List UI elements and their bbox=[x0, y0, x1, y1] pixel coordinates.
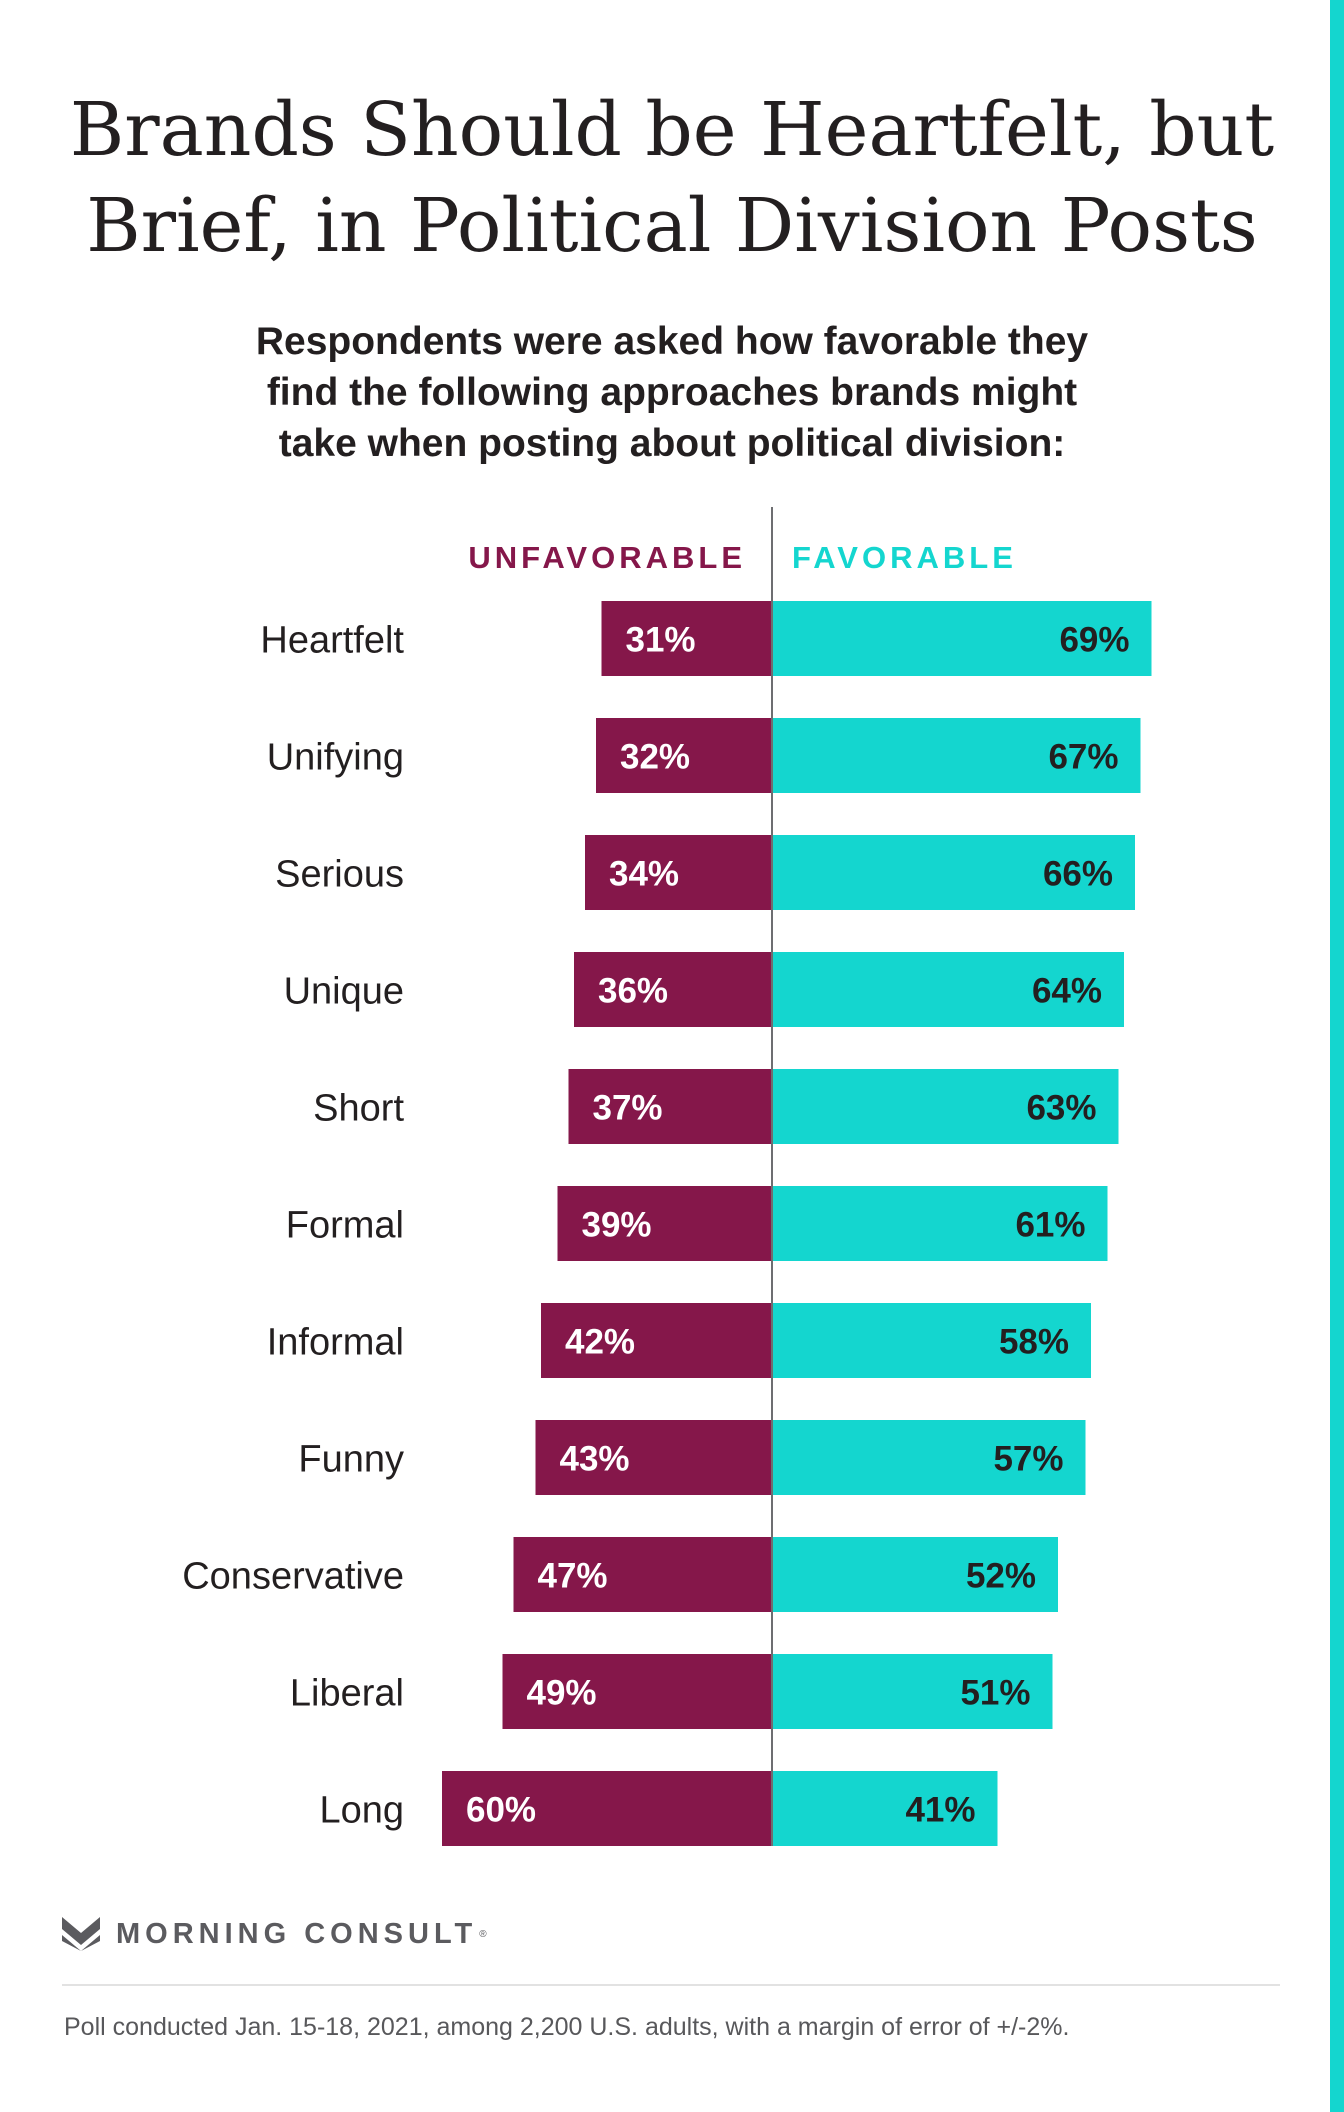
bar-unfavorable bbox=[535, 1420, 772, 1495]
category-label: Long bbox=[319, 1790, 404, 1832]
chart-title: Brands Should be Heartfelt, but Brief, i… bbox=[0, 82, 1344, 274]
accent-stripe bbox=[1330, 0, 1344, 2112]
category-label: Unifying bbox=[267, 737, 404, 779]
bar-favorable bbox=[772, 718, 1141, 793]
category-label: Informal bbox=[267, 1322, 404, 1364]
category-label: Conservative bbox=[182, 1556, 404, 1598]
chart-title-line-1: Brands Should be Heartfelt, but bbox=[69, 87, 1275, 173]
category-label: Heartfelt bbox=[260, 620, 404, 662]
value-label-favorable: 41% bbox=[905, 1791, 975, 1830]
bar-favorable bbox=[772, 1537, 1058, 1612]
bar-unfavorable bbox=[513, 1537, 772, 1612]
bar-favorable bbox=[772, 1654, 1053, 1729]
bar-favorable bbox=[772, 1069, 1119, 1144]
value-label-favorable: 67% bbox=[1048, 738, 1118, 777]
value-label-unfavorable: 42% bbox=[565, 1323, 635, 1362]
value-label-favorable: 52% bbox=[966, 1557, 1036, 1596]
value-label-unfavorable: 60% bbox=[466, 1791, 536, 1830]
bar-unfavorable bbox=[557, 1186, 772, 1261]
bar-unfavorable bbox=[574, 952, 772, 1027]
bar-favorable bbox=[772, 1420, 1086, 1495]
bar-favorable bbox=[772, 952, 1124, 1027]
chart-subtitle-line-1: Respondents were asked how favorable the… bbox=[255, 320, 1089, 363]
bar-favorable bbox=[772, 1186, 1108, 1261]
chart-subtitle: Respondents were asked how favorable the… bbox=[0, 316, 1344, 469]
bar-unfavorable bbox=[541, 1303, 772, 1378]
value-label-unfavorable: 34% bbox=[609, 855, 679, 894]
legend-unfavorable: UNFAVORABLE bbox=[468, 540, 746, 575]
bar-unfavorable bbox=[502, 1654, 772, 1729]
value-label-unfavorable: 47% bbox=[538, 1557, 608, 1596]
chart-subtitle-line-3: take when posting about political divisi… bbox=[278, 422, 1066, 465]
value-label-favorable: 51% bbox=[960, 1674, 1030, 1713]
bar-unfavorable bbox=[568, 1069, 772, 1144]
chart-title-line-2: Brief, in Political Division Posts bbox=[86, 183, 1258, 269]
value-label-unfavorable: 36% bbox=[598, 972, 668, 1011]
value-label-favorable: 64% bbox=[1032, 972, 1102, 1011]
bar-favorable bbox=[772, 835, 1135, 910]
brand-logo: MORNING CONSULT ® bbox=[62, 1914, 487, 1954]
value-label-unfavorable: 49% bbox=[527, 1674, 597, 1713]
morning-consult-logo-icon bbox=[62, 1917, 100, 1951]
category-label: Serious bbox=[275, 854, 404, 896]
value-label-favorable: 69% bbox=[1059, 621, 1129, 660]
value-label-favorable: 66% bbox=[1043, 855, 1113, 894]
bar-favorable bbox=[772, 1303, 1091, 1378]
legend-favorable: FAVORABLE bbox=[792, 540, 1017, 575]
bar-unfavorable bbox=[442, 1771, 772, 1846]
diverging-bar-chart: UNFAVORABLE FAVORABLE Heartfelt 31% 69% Unify… bbox=[182, 507, 1152, 1846]
value-label-favorable: 58% bbox=[999, 1323, 1069, 1362]
value-label-unfavorable: 32% bbox=[620, 738, 690, 777]
bar-unfavorable bbox=[585, 835, 772, 910]
value-label-favorable: 57% bbox=[993, 1440, 1063, 1479]
value-label-unfavorable: 43% bbox=[560, 1440, 630, 1479]
brand-name: MORNING CONSULT bbox=[116, 1917, 478, 1950]
value-label-unfavorable: 37% bbox=[593, 1089, 663, 1128]
chart-subtitle-line-2: find the following approaches brands mig… bbox=[266, 371, 1078, 414]
footnote: Poll conducted Jan. 15-18, 2021, among 2… bbox=[64, 2013, 1070, 2041]
bar-unfavorable bbox=[601, 601, 772, 676]
value-label-favorable: 61% bbox=[1015, 1206, 1085, 1245]
footer-divider bbox=[62, 1984, 1280, 1986]
category-label: Unique bbox=[284, 971, 404, 1013]
bar-unfavorable bbox=[596, 718, 772, 793]
value-label-favorable: 63% bbox=[1026, 1089, 1096, 1128]
registered-mark: ® bbox=[479, 1928, 487, 1940]
value-label-unfavorable: 39% bbox=[582, 1206, 652, 1245]
bar-favorable bbox=[772, 1771, 998, 1846]
bar-favorable bbox=[772, 601, 1152, 676]
category-label: Funny bbox=[298, 1439, 404, 1481]
category-label: Formal bbox=[286, 1205, 404, 1247]
value-label-unfavorable: 31% bbox=[626, 621, 696, 660]
category-label: Liberal bbox=[290, 1673, 404, 1715]
category-label: Short bbox=[313, 1088, 404, 1130]
